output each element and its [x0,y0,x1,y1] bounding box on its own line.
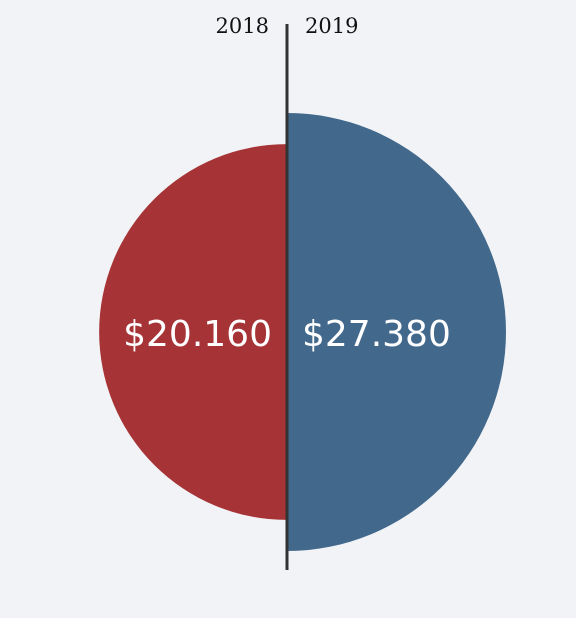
value-label-2019: $27.380 [302,314,451,355]
half-circle-2019 [287,113,506,551]
year-label-2018: 2018 [216,14,269,38]
value-label-2018: $20.160 [123,314,272,355]
half-circle-2018 [99,144,288,520]
year-label-2019: 2019 [305,14,358,38]
